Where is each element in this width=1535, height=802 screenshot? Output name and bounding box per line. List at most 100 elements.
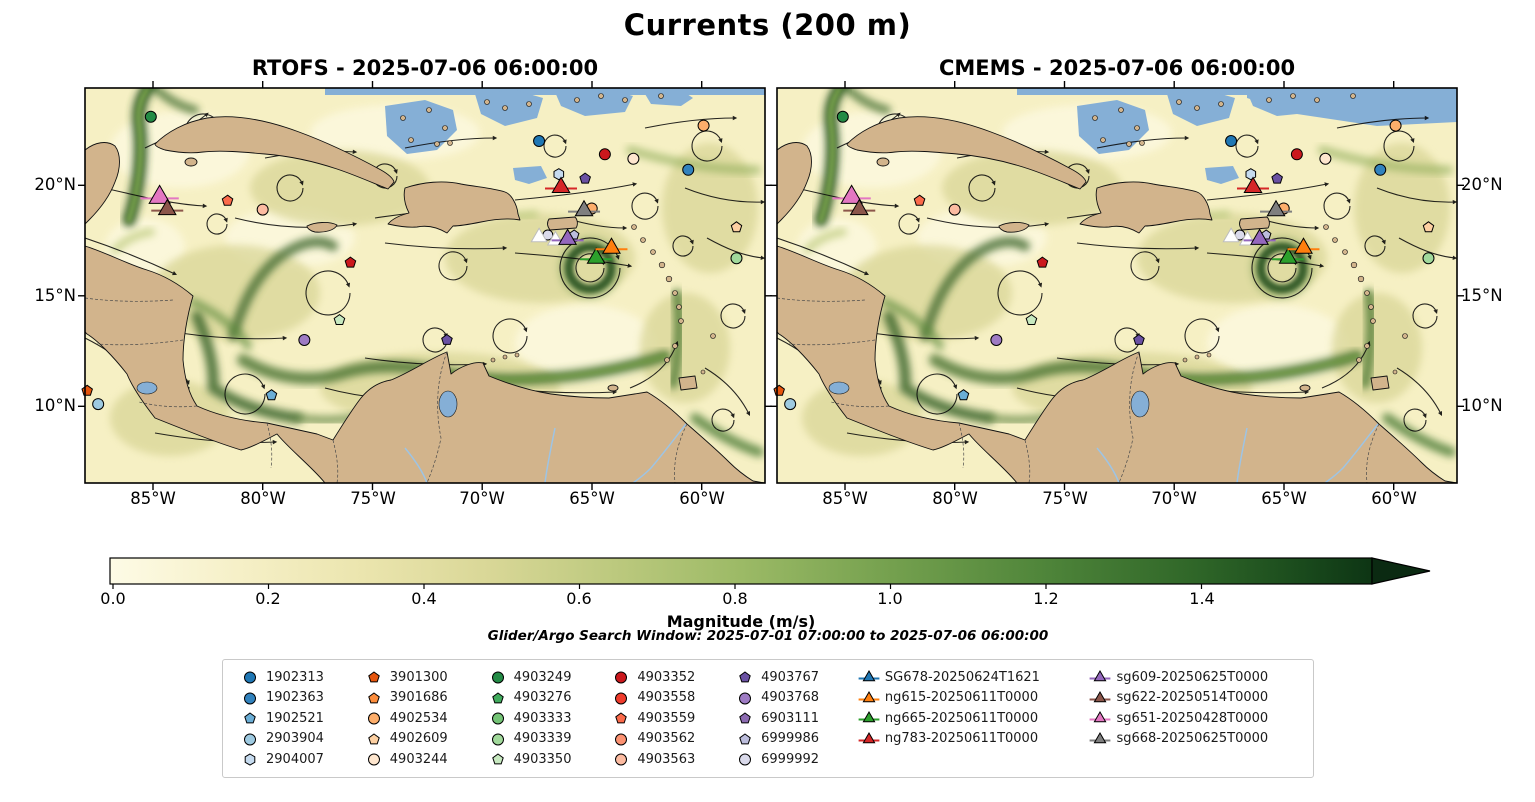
- float-legend-marker-icon: [244, 671, 256, 684]
- land-details: [777, 297, 1380, 483]
- legend-item-label: sg622-20250514T0000: [1116, 690, 1269, 706]
- legend-item: 4903352: [610, 667, 714, 688]
- float-marker: [144, 110, 157, 123]
- legend-item: 1902313: [239, 667, 343, 688]
- legend-item-label: 4903249: [513, 669, 572, 685]
- axis-ticks: [770, 81, 1464, 490]
- legend-group-gliders-1: SG678-20250624T1621 ng615-20250611T0000 ng…: [858, 667, 1070, 749]
- legend-item: 2904007: [239, 749, 343, 770]
- float-legend-marker-icon: [244, 753, 256, 766]
- float-marker: [367, 712, 380, 725]
- float-marker: [739, 733, 751, 745]
- float-legend-marker-icon: [491, 753, 504, 765]
- float-marker: [739, 753, 752, 766]
- float-legend-marker-icon: [244, 712, 256, 724]
- glider-marker: [551, 228, 584, 245]
- legend-item-label: 3901686: [389, 690, 448, 706]
- float-marker: [244, 712, 256, 724]
- legend-item: ng665-20250611T0000: [858, 708, 1070, 729]
- legend-item: ng783-20250611T0000: [858, 729, 1070, 750]
- country-borders: [777, 297, 1380, 483]
- legend-item-label: 4903558: [637, 690, 696, 706]
- float-marker: [441, 333, 453, 345]
- legend-item: 6903111: [734, 708, 838, 729]
- float-marker: [1133, 333, 1145, 345]
- lake-maracaibo: [438, 390, 458, 418]
- float-marker: [533, 135, 546, 148]
- float-marker: [598, 148, 611, 161]
- float-marker: [265, 389, 278, 401]
- float-legend-marker-icon: [615, 671, 628, 684]
- legend-item: sg651-20250428T0000: [1089, 708, 1301, 729]
- legend-item-label: 2903904: [266, 731, 324, 747]
- legend-item: 2903904: [239, 729, 343, 750]
- glider-marker: [1260, 199, 1293, 217]
- float-marker: [615, 671, 628, 684]
- float-marker: [244, 692, 256, 705]
- legend-item-label: 4903767: [761, 669, 820, 685]
- hispaniola: [1079, 181, 1213, 234]
- figure-title: Currents (200 m): [623, 8, 912, 42]
- colorbar-label: Magnitude (m/s): [666, 612, 816, 631]
- glider-marker: [545, 176, 577, 193]
- country-borders: [85, 297, 688, 483]
- shallow-water-layer: [1017, 88, 1457, 184]
- legend-item: 4903350: [487, 749, 591, 770]
- map-rtofs: [78, 81, 772, 490]
- glider-marker: [858, 731, 880, 744]
- glider-marker: [832, 184, 871, 204]
- float-marker: [1245, 168, 1257, 181]
- glider-marker: [1237, 176, 1269, 193]
- float-marker: [367, 671, 380, 683]
- float-marker: [244, 753, 256, 766]
- float-legend-marker-icon: [244, 733, 256, 746]
- legend: 1902313 1902363 1902521 2903904 2904007 39013…: [222, 659, 1314, 778]
- legend-item-label: 4902534: [389, 710, 448, 726]
- margarita: [1299, 384, 1311, 392]
- float-marker: [913, 194, 926, 206]
- float-marker: [739, 712, 751, 724]
- map-cmems: [770, 81, 1464, 490]
- float-marker: [333, 313, 346, 325]
- float-legend-marker-icon: [615, 712, 628, 724]
- colorbar-tick-label: 0.2: [255, 589, 281, 608]
- land-layer: [85, 93, 765, 483]
- legend-item: 4903276: [487, 688, 591, 709]
- colorbar-tick-label: 0.4: [411, 589, 437, 608]
- legend-group-gliders-2: sg609-20250625T0000 sg622-20250514T0000 sg…: [1089, 667, 1301, 749]
- jamaica: [306, 222, 338, 233]
- float-marker: [730, 221, 743, 233]
- legend-item: 4903333: [487, 708, 591, 729]
- shallow-water-layer: [325, 88, 765, 184]
- colorbar-tick-label: 1.0: [877, 589, 903, 608]
- glider-legend-marker-icon: [1090, 731, 1111, 744]
- legend-item: 4903563: [610, 749, 714, 770]
- float-legend-marker-icon: [615, 692, 628, 705]
- lon-tick-label: 85°W: [130, 489, 176, 508]
- glider-marker: [568, 199, 601, 217]
- legend-group-argo-greens: 4903249 4903276 4903333 4903339 4903350: [487, 667, 591, 770]
- float-marker: [990, 333, 1003, 346]
- legend-item: SG678-20250624T1621: [858, 667, 1070, 688]
- legend-item-label: 1902521: [266, 710, 324, 726]
- lon-tick-label: 70°W: [1151, 489, 1197, 508]
- colorbar-tick-label: 0.8: [722, 589, 748, 608]
- glider-legend-marker-icon: [858, 731, 880, 744]
- legend-item: 3901300: [363, 667, 467, 688]
- puerto-rico: [1239, 216, 1270, 231]
- lon-tick-label: 80°W: [240, 489, 286, 508]
- float-marker: [697, 119, 710, 132]
- land-details: [85, 297, 688, 483]
- float-legend-marker-icon: [615, 753, 628, 766]
- legend-item-label: 4902609: [389, 731, 448, 747]
- float-marker: [221, 194, 234, 206]
- yucatan-peninsula: [777, 142, 812, 225]
- legend-item: 6999992: [734, 749, 838, 770]
- glider-marker: [151, 198, 184, 216]
- isla-juventud: [184, 157, 198, 167]
- hispaniola: [387, 181, 521, 234]
- legend-item: 1902521: [239, 708, 343, 729]
- glider-legend-marker-icon: [858, 711, 880, 723]
- lon-tick-label: 60°W: [679, 489, 725, 508]
- land-layer: [777, 93, 1457, 483]
